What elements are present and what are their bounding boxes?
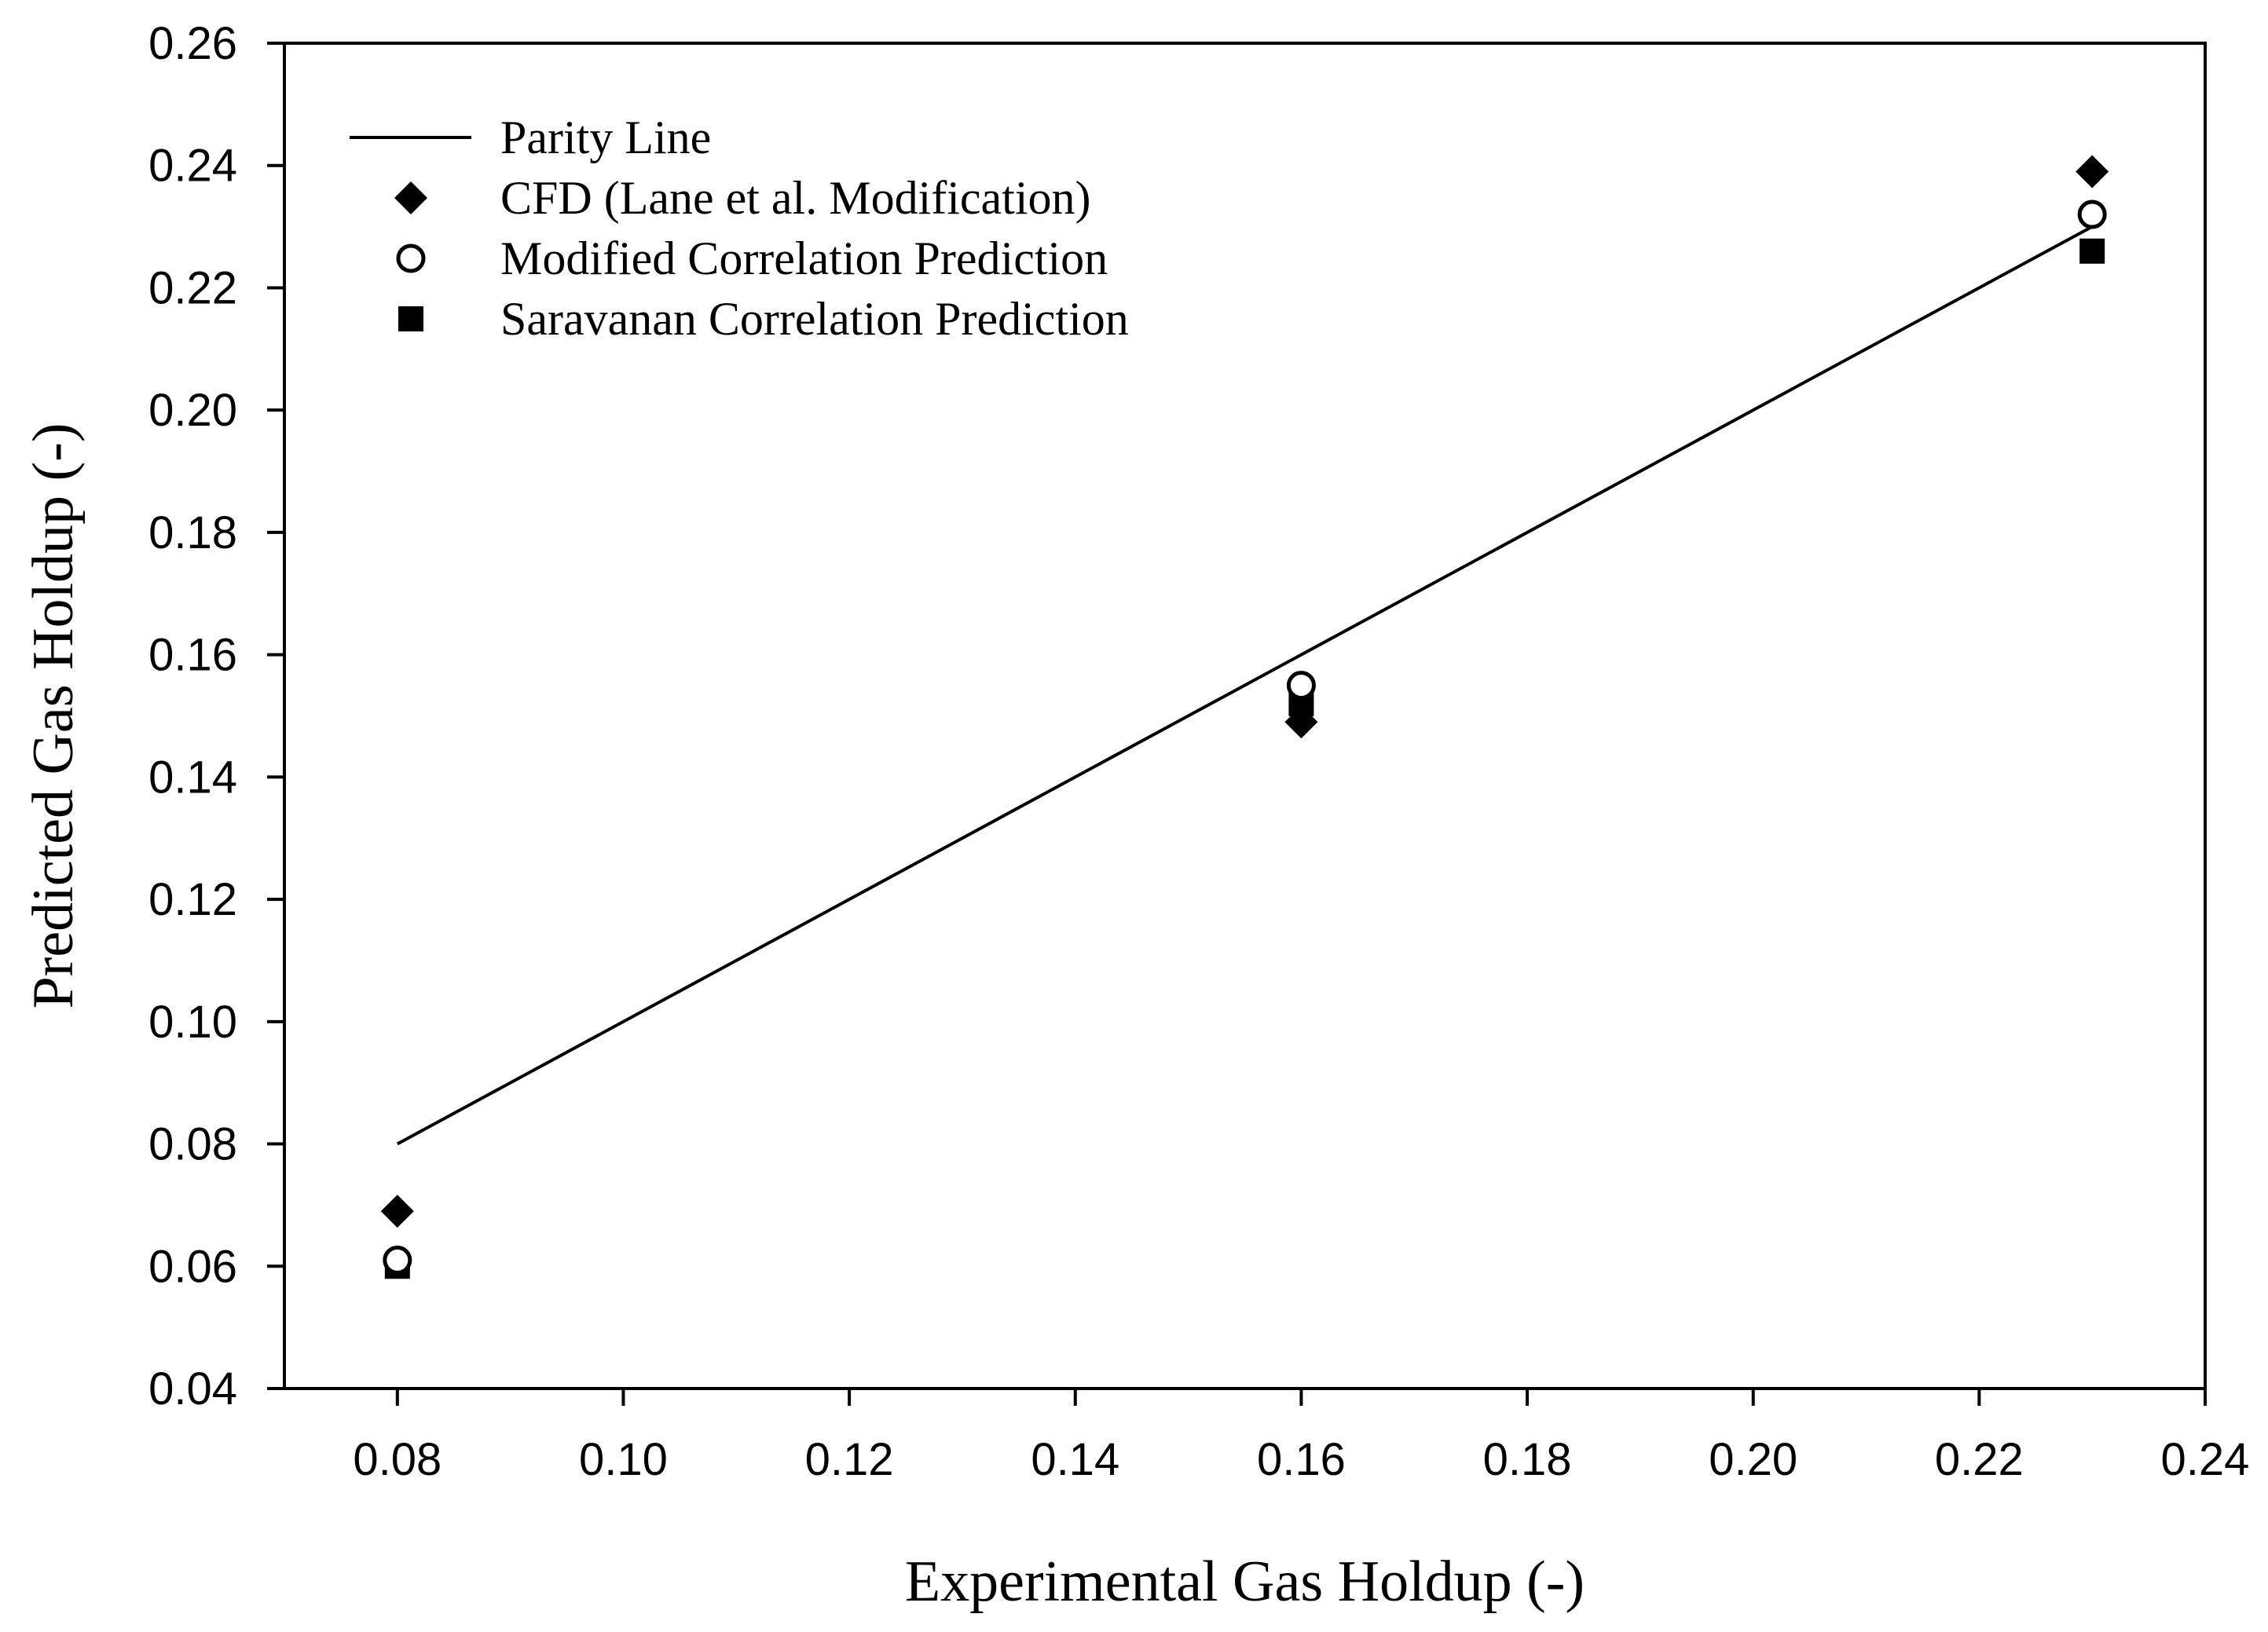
legend-entry: Parity Line	[350, 112, 711, 163]
data-point	[1286, 671, 1316, 701]
x-tick-label: 0.24	[2161, 1434, 2250, 1485]
x-axis-ticks: 0.08 0.10 0.12 0.14 0.16 0.18 0.20 0.22 0.24	[353, 1389, 2249, 1485]
legend: Parity Line CFD (Lane et al. Modification…	[350, 112, 1129, 345]
legend-entry: CFD (Lane et al. Modification)	[394, 172, 1090, 224]
legend-swatch-marker	[394, 181, 427, 214]
x-tick-label: 0.10	[579, 1434, 668, 1485]
legend-entry: Saravanan Correlation Prediction	[398, 293, 1129, 345]
legend-label: CFD (Lane et al. Modification)	[500, 172, 1090, 224]
data-point	[380, 1195, 414, 1228]
y-axis-ticks: 0.04 0.06 0.08 0.10 0.12 0.14 0.16 0.18 0.20 0.22…	[148, 18, 284, 1414]
legend-entry: Modified Correlation Prediction	[396, 232, 1108, 284]
legend-label: Saravanan Correlation Prediction	[500, 293, 1129, 345]
y-tick-label: 0.20	[148, 385, 237, 436]
y-axis-title: Predicted Gas Holdup (-)	[21, 423, 86, 1009]
data-point	[1284, 705, 1318, 739]
series-1	[380, 155, 2109, 1228]
y-tick-label: 0.08	[148, 1119, 237, 1170]
x-tick-label: 0.22	[1935, 1434, 2024, 1485]
y-tick-label: 0.14	[148, 752, 237, 803]
series-layer	[380, 155, 2109, 1279]
y-tick-label: 0.12	[148, 874, 237, 925]
y-tick-label: 0.26	[148, 18, 237, 69]
data-point	[2077, 199, 2107, 229]
legend-label: Parity Line	[500, 112, 711, 163]
legend-label: Modified Correlation Prediction	[500, 232, 1108, 284]
x-tick-label: 0.08	[353, 1434, 442, 1485]
x-tick-label: 0.20	[1709, 1434, 1797, 1485]
x-axis-title: Experimental Gas Holdup (-)	[905, 1550, 1585, 1614]
parity-line	[396, 225, 2094, 1146]
series-2	[383, 199, 2107, 1275]
series-0	[396, 225, 2094, 1146]
x-tick-label: 0.18	[1483, 1434, 1572, 1485]
y-tick-label: 0.06	[148, 1241, 237, 1292]
plot-frame	[283, 42, 2207, 1390]
x-tick-label: 0.12	[805, 1434, 894, 1485]
legend-swatch-marker	[396, 243, 426, 273]
x-tick-label: 0.14	[1031, 1434, 1119, 1485]
y-tick-label: 0.24	[148, 141, 237, 192]
y-tick-label: 0.18	[148, 507, 237, 558]
x-tick-label: 0.16	[1257, 1434, 1346, 1485]
data-point	[2079, 238, 2105, 264]
legend-swatch-marker	[398, 306, 423, 331]
y-tick-label: 0.16	[148, 630, 237, 681]
y-tick-label: 0.04	[148, 1363, 237, 1414]
data-point	[383, 1245, 412, 1275]
y-tick-label: 0.22	[148, 262, 237, 313]
series-3	[384, 238, 2105, 1279]
data-point	[2076, 155, 2109, 188]
y-tick-label: 0.10	[148, 997, 237, 1048]
